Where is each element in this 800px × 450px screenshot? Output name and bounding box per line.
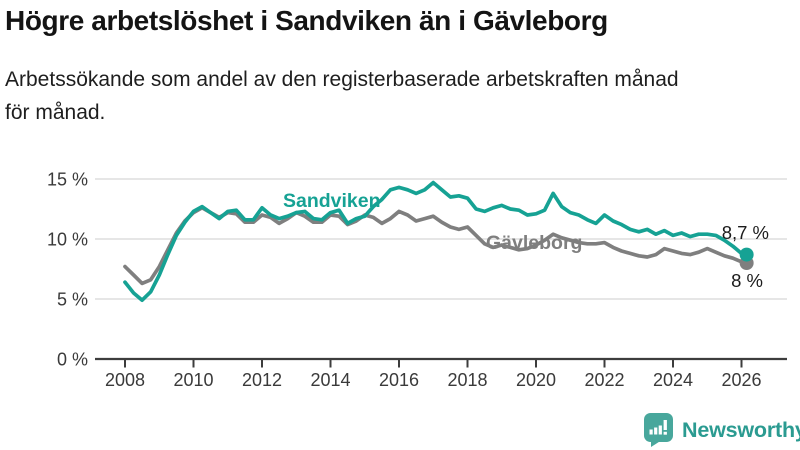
brand-name: Newsworthy	[682, 417, 800, 442]
logo-bubble-tail	[651, 440, 662, 447]
series-end-dot-sandviken	[739, 247, 754, 262]
x-tick-label: 2010	[173, 370, 213, 390]
x-tick-label: 2022	[584, 370, 624, 390]
subtitle-line-1: Arbetssökande som andel av den registerb…	[5, 68, 679, 91]
logo-bar-1	[649, 429, 653, 435]
x-tick-label: 2014	[310, 370, 350, 390]
y-tick-label: 10 %	[47, 230, 88, 250]
x-tick-label: 2020	[516, 370, 556, 390]
subtitle-line-2: för månad.	[5, 101, 106, 124]
logo-exclamation-bar	[663, 420, 667, 430]
newsworthy-logo: Newsworthy	[644, 413, 800, 447]
logo-bar-3	[658, 425, 662, 435]
series-line-sandviken	[123, 180, 749, 303]
logo-exclamation-dot	[663, 431, 667, 435]
x-tick-label: 2016	[379, 370, 419, 390]
bar-chart-speech-bubble-icon	[644, 413, 673, 447]
x-tick-label: 2024	[653, 370, 693, 390]
y-tick-label: 15 %	[47, 170, 88, 190]
y-tick-label: 5 %	[57, 290, 88, 310]
x-tick-label: 2008	[105, 370, 145, 390]
logo-bubble	[644, 413, 673, 442]
chart-subtitle: Arbetssökande som andel av den registerb…	[5, 63, 795, 129]
y-tick-label: 0 %	[57, 350, 88, 370]
series-end-value-gavleborg: 8 %	[731, 270, 763, 291]
x-tick-label: 2012	[242, 370, 282, 390]
logo-bar-2	[654, 427, 658, 435]
x-tick-label: 2026	[721, 370, 761, 390]
series-label-sandviken: Sandviken	[283, 190, 381, 212]
series-end-value-sandviken: 8,7 %	[722, 222, 769, 243]
series-label-gavleborg: Gävleborg	[486, 232, 582, 254]
x-tick-label: 2018	[447, 370, 487, 390]
page-title: Högre arbetslöshet i Sandviken än i Gävl…	[5, 5, 608, 36]
